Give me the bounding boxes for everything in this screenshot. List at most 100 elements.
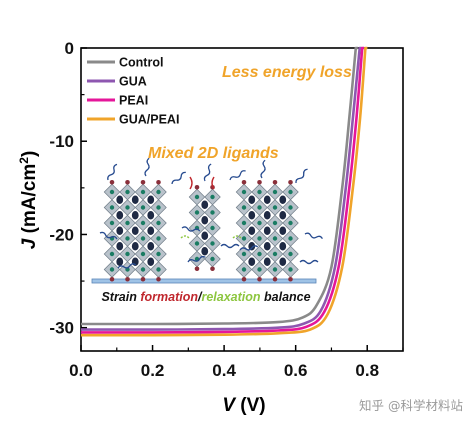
metal-atom-dot [210, 225, 215, 231]
series-line-gua [80, 46, 362, 331]
metal-atom-dot [194, 241, 200, 246]
a-site-cation-dot [279, 211, 287, 220]
a-site-cation-dot [248, 211, 256, 220]
y-tick-label: -20 [49, 225, 74, 244]
a-site-cation-dot [201, 200, 209, 209]
annotation-less-energy-loss: Less energy loss [222, 64, 352, 81]
metal-atom-dot [272, 205, 278, 210]
halide-atom-dot [288, 276, 293, 282]
annotation-mixed-2d-ligands: Mixed 2D ligands [148, 145, 279, 162]
caption-balance: balance [261, 290, 311, 304]
a-site-cation-dot [263, 242, 271, 251]
ligand-chain-shape [299, 259, 319, 265]
ligand-chain-shape [239, 245, 259, 251]
legend-label: GUA/PEAI [119, 113, 179, 127]
a-site-cation-dot [279, 257, 287, 266]
metal-atom-dot [156, 236, 161, 241]
series-line-control [81, 46, 358, 326]
metal-atom-dot [109, 220, 115, 226]
a-site-cation-dot [201, 247, 209, 256]
metal-atom-dot [210, 256, 215, 262]
x-tick-label: 0.6 [284, 361, 308, 380]
a-site-cation-dot [248, 195, 256, 204]
halide-atom-dot [257, 276, 262, 282]
metal-atom-dot [109, 251, 115, 257]
metal-atom-dot [125, 205, 130, 210]
a-site-cation-dot [131, 242, 139, 251]
metal-atom-dot [140, 267, 146, 272]
metal-atom-dot [288, 205, 293, 210]
watermark: 知乎 @科学材料站 [359, 398, 463, 413]
a-site-cation-dot [263, 211, 271, 220]
relaxation-arrow-icon [232, 235, 242, 239]
ligand-chain-shape [203, 163, 212, 182]
relaxation-arrow-icon [180, 235, 190, 239]
x-tick-label: 0.4 [212, 361, 236, 380]
a-site-cation-dot [279, 226, 287, 235]
metal-atom-dot [288, 189, 293, 195]
caption-formation: formation [140, 290, 198, 304]
y-axis-title: J (mA/cm2) [17, 151, 40, 250]
metal-atom-dot [257, 236, 262, 241]
metal-atom-dot [140, 251, 146, 257]
x-tick-label: 0.2 [141, 361, 165, 380]
a-site-cation-dot [263, 226, 271, 235]
ligand-chain-shape [144, 157, 150, 177]
metal-atom-dot [125, 220, 130, 226]
metal-atom-dot [140, 189, 146, 195]
ligand-chain-shape [99, 231, 118, 240]
perovskite-structure-illustration [91, 157, 323, 284]
metal-atom-dot [241, 220, 247, 226]
metal-atom-dot [156, 205, 161, 210]
strain-arrow-icon [189, 176, 193, 190]
ligand-chain-shape [295, 168, 308, 184]
caption-slash: / [197, 290, 203, 304]
halide-atom-dot [109, 179, 115, 185]
ligand-chain-shape [304, 232, 323, 240]
a-site-cation-dot [147, 226, 155, 235]
metal-atom-dot [241, 205, 247, 210]
halide-atom-dot [156, 276, 161, 282]
metal-atom-dot [109, 189, 115, 195]
a-site-cation-dot [147, 257, 155, 266]
halide-atom-dot [140, 179, 146, 185]
halide-atom-dot [194, 266, 200, 272]
series-line-gua-peai [81, 46, 368, 337]
a-site-cation-dot [263, 195, 271, 204]
series-line-peai [80, 46, 365, 334]
caption-strain: Strain [101, 290, 140, 304]
a-site-cation-dot [116, 195, 124, 204]
metal-atom-dot [156, 220, 161, 226]
halide-atom-dot [241, 276, 247, 282]
ligand-chain-shape [181, 226, 201, 232]
metal-atom-dot [288, 220, 293, 226]
a-site-cation-dot [116, 257, 124, 266]
a-site-cation-dot [131, 195, 139, 204]
y-tick-label: -10 [49, 132, 74, 151]
a-site-cation-dot [116, 226, 124, 235]
legend-label: PEAI [119, 94, 148, 108]
metal-atom-dot [140, 236, 146, 241]
metal-atom-dot [288, 236, 293, 241]
halide-atom-dot [272, 276, 278, 282]
metal-atom-dot [257, 189, 262, 195]
ligand-chain-shape [229, 170, 246, 181]
ligand-chain-shape [260, 159, 266, 179]
metal-atom-dot [210, 241, 215, 246]
metal-atom-dot [210, 194, 215, 200]
halide-atom-dot [257, 179, 262, 185]
plot-frame [80, 47, 404, 352]
metal-atom-dot [109, 267, 115, 272]
metal-atom-dot [241, 189, 247, 195]
a-site-cation-dot [279, 195, 287, 204]
a-site-cation-dot [116, 211, 124, 220]
y-tick-label: -30 [49, 319, 74, 338]
a-site-cation-dot [201, 231, 209, 240]
a-site-cation-dot [248, 242, 256, 251]
metal-atom-dot [156, 251, 161, 257]
substrate-layer [91, 278, 317, 284]
metal-atom-dot [210, 210, 215, 215]
halide-atom-dot [241, 179, 247, 185]
a-site-cation-dot [248, 257, 256, 266]
